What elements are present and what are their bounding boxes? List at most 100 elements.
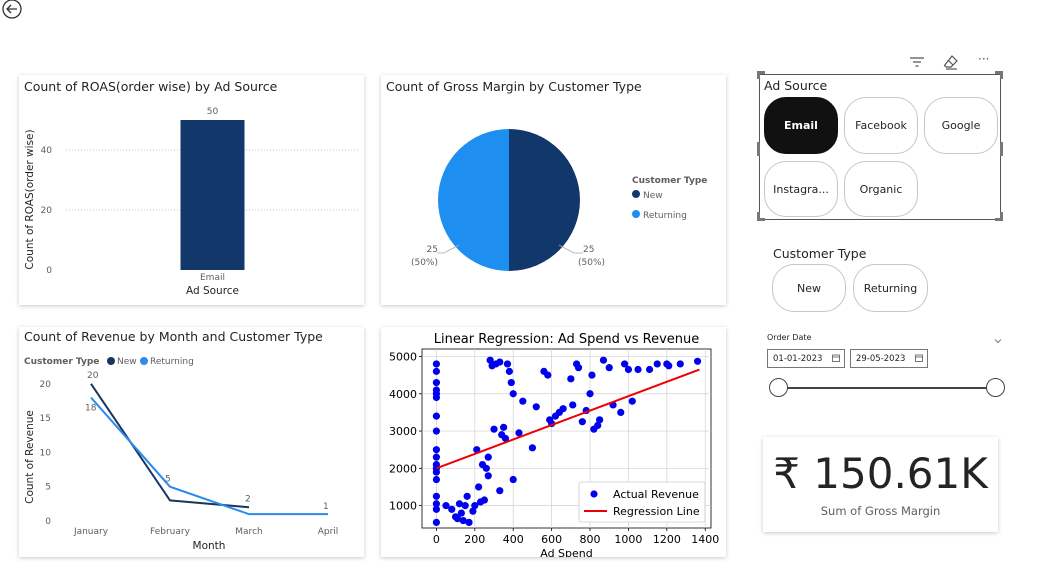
data-label: 2 bbox=[245, 494, 251, 504]
resize-handle[interactable] bbox=[995, 71, 1003, 74]
margin-pie-chart: 25 (50%) 25 (50%) Customer Type New Returning bbox=[411, 129, 707, 271]
y-tick-label: 40 bbox=[41, 146, 53, 156]
data-point bbox=[532, 403, 540, 411]
data-point bbox=[475, 483, 483, 491]
eraser-icon[interactable] bbox=[942, 53, 960, 71]
y-tick-label: 15 bbox=[40, 414, 51, 424]
legend-label: Actual Revenue bbox=[613, 488, 699, 501]
resize-handle[interactable] bbox=[757, 212, 760, 220]
x-tick-label: 400 bbox=[503, 533, 524, 546]
roas-chart-card: Count of ROAS(order wise) by Ad Source 0… bbox=[19, 75, 364, 305]
resize-handle[interactable] bbox=[1000, 71, 1003, 79]
calendar-icon[interactable] bbox=[915, 354, 923, 362]
more-options-icon[interactable]: ··· bbox=[978, 52, 990, 66]
slicer-option-returning[interactable]: Returning bbox=[853, 264, 928, 312]
start-date-input[interactable]: 01-01-2023 bbox=[767, 349, 845, 368]
resize-handle[interactable] bbox=[1000, 212, 1003, 220]
data-point bbox=[432, 500, 441, 508]
resize-handle[interactable] bbox=[757, 218, 765, 221]
back-arrow-icon[interactable] bbox=[0, 0, 24, 23]
data-point bbox=[605, 364, 613, 372]
y-tick-label: 0 bbox=[46, 266, 52, 276]
data-point bbox=[528, 444, 537, 452]
data-point bbox=[432, 453, 441, 461]
kpi-card: ₹ 150.61K Sum of Gross Margin bbox=[763, 437, 998, 532]
x-tick-label: 600 bbox=[541, 533, 562, 546]
slicer-option-organic[interactable]: Organic bbox=[844, 161, 918, 217]
data-point bbox=[432, 360, 441, 368]
slider-start-handle[interactable] bbox=[769, 378, 788, 397]
chevron-down-icon[interactable] bbox=[993, 331, 1003, 344]
data-point bbox=[559, 405, 567, 413]
data-point bbox=[432, 446, 441, 454]
start-date-value: 01-01-2023 bbox=[773, 353, 823, 364]
chart-title: Count of Gross Margin by Customer Type bbox=[386, 79, 642, 94]
resize-handle[interactable] bbox=[995, 218, 1003, 221]
x-tick-label: 0 bbox=[433, 533, 440, 546]
pie-data-label-pct: (50%) bbox=[578, 258, 605, 268]
data-point bbox=[617, 408, 625, 416]
ad-source-slicer: Ad Source Email Facebook Google Instagra… bbox=[759, 74, 1001, 220]
regression-line bbox=[436, 368, 700, 470]
resize-handle[interactable] bbox=[757, 142, 760, 156]
y-tick-label: 20 bbox=[41, 206, 53, 216]
date-range-slider[interactable] bbox=[769, 377, 1007, 399]
y-tick-label: 10 bbox=[40, 448, 52, 458]
chart-title: Count of Revenue by Month and Customer T… bbox=[24, 329, 323, 344]
data-point bbox=[624, 365, 633, 374]
data-point bbox=[480, 496, 489, 504]
resize-handle[interactable] bbox=[757, 71, 760, 79]
x-axis-title: Month bbox=[193, 540, 226, 552]
x-axis-title: Ad Spend bbox=[540, 547, 593, 557]
data-point bbox=[432, 468, 441, 476]
data-point bbox=[665, 362, 673, 370]
data-point bbox=[453, 515, 462, 523]
calendar-icon[interactable] bbox=[832, 354, 840, 362]
data-point bbox=[693, 357, 702, 365]
slicer-option-google[interactable]: Google bbox=[924, 97, 998, 154]
y-tick-label: 4000 bbox=[389, 388, 417, 401]
data-point bbox=[496, 487, 504, 495]
data-point bbox=[482, 464, 490, 472]
data-point bbox=[432, 367, 441, 375]
regression-scatter-chart: Linear Regression: Ad Spend vs Revenue 0 2… bbox=[389, 332, 719, 557]
data-point bbox=[432, 427, 441, 435]
data-point bbox=[507, 378, 515, 387]
x-tick-label: 1200 bbox=[653, 533, 681, 546]
data-point bbox=[501, 434, 510, 443]
y-tick-label: 5 bbox=[45, 483, 51, 493]
resize-handle[interactable] bbox=[1000, 142, 1003, 156]
y-tick-label: 0 bbox=[45, 517, 51, 527]
data-label: 18 bbox=[85, 404, 97, 414]
slider-end-handle[interactable] bbox=[986, 378, 1005, 397]
x-tick-label: March bbox=[235, 527, 262, 537]
pie-slice-new bbox=[509, 129, 580, 271]
x-tick-label: January bbox=[73, 527, 109, 537]
y-tick-label: 3000 bbox=[389, 425, 417, 438]
slicer-option-email[interactable]: Email bbox=[764, 97, 838, 154]
end-date-input[interactable]: 29-05-2023 bbox=[850, 349, 928, 368]
pie-data-label: 25 bbox=[427, 245, 438, 255]
data-point bbox=[519, 397, 527, 405]
x-axis-title: Ad Source bbox=[186, 285, 239, 297]
data-point bbox=[484, 453, 492, 461]
data-point bbox=[448, 505, 456, 513]
data-point bbox=[432, 505, 441, 513]
legend-label: New bbox=[117, 357, 137, 367]
x-tick-label: 1400 bbox=[691, 533, 719, 546]
series-line-returning bbox=[90, 396, 328, 516]
chart-title: Count of ROAS(order wise) by Ad Source bbox=[24, 79, 278, 94]
data-point bbox=[465, 518, 473, 527]
data-label: 5 bbox=[165, 475, 171, 485]
y-axis-title: Count of Revenue bbox=[24, 410, 36, 504]
resize-handle[interactable] bbox=[757, 71, 765, 74]
slicer-option-instagram[interactable]: Instagra... bbox=[764, 161, 838, 217]
filter-icon[interactable] bbox=[908, 53, 926, 71]
slicer-option-new[interactable]: New bbox=[772, 264, 846, 312]
x-tick-label: February bbox=[150, 527, 191, 537]
y-tick-label: 2000 bbox=[389, 462, 417, 475]
legend-marker bbox=[590, 490, 598, 498]
slicer-option-facebook[interactable]: Facebook bbox=[844, 97, 918, 154]
legend-title: Customer Type bbox=[24, 357, 99, 367]
data-point bbox=[599, 356, 608, 364]
